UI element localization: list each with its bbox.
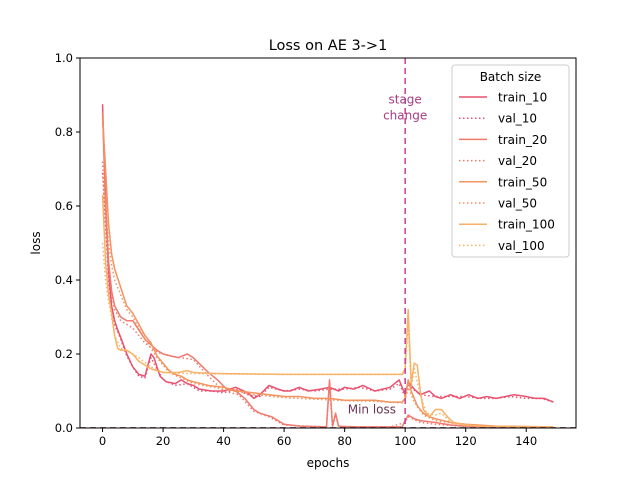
x-axis-label: epochs <box>307 456 350 470</box>
series-line-val-20 <box>101 161 554 428</box>
y-tick-label: 0.4 <box>55 273 73 287</box>
y-tick-label: 1.0 <box>55 51 73 65</box>
y-tick-label: 0.8 <box>55 125 73 139</box>
x-tick-label: 80 <box>337 434 352 448</box>
y-axis-ticks: 0.0 0.2 0.4 0.6 0.8 1.0 <box>55 51 80 435</box>
plot-frame <box>79 57 577 429</box>
x-tick-label: 40 <box>216 434 231 448</box>
x-tick-label: 120 <box>455 434 477 448</box>
legend-label: train_50 <box>498 175 547 189</box>
legend-label: val_100 <box>498 239 545 253</box>
x-tick-label: 60 <box>277 434 292 448</box>
legend-label: train_10 <box>498 91 547 105</box>
legend-title: Batch size <box>480 70 542 84</box>
legend-label: train_100 <box>498 218 555 232</box>
series-layer <box>101 104 554 428</box>
series-line-val-100 <box>101 242 554 428</box>
series-line-train-20 <box>101 111 554 428</box>
legend-label: train_20 <box>498 133 547 147</box>
x-tick-label: 0 <box>99 434 106 448</box>
series-line-val-50 <box>101 176 554 428</box>
legend-label: val_10 <box>498 112 537 126</box>
x-axis-ticks: 0 20 40 60 80 100 120 140 <box>99 428 537 448</box>
annotations: stage change Min loss <box>348 93 428 417</box>
y-axis-label: loss <box>29 231 43 254</box>
min-loss-label: Min loss <box>348 403 396 417</box>
series-line-train-50 <box>101 117 554 428</box>
y-tick-label: 0.0 <box>55 421 73 435</box>
legend: Batch size train_10 val_10 train_20 val_20t… <box>451 64 570 258</box>
stage-change-label: change <box>383 109 427 123</box>
series-line-train-100 <box>101 194 554 428</box>
legend-label: val_50 <box>498 197 537 211</box>
legend-label: val_20 <box>498 154 537 168</box>
legend-box <box>451 64 570 258</box>
y-tick-label: 0.6 <box>55 199 73 213</box>
x-tick-label: 20 <box>156 434 171 448</box>
stage-change-label: stage <box>389 93 422 107</box>
x-tick-label: 100 <box>394 434 416 448</box>
y-tick-label: 0.2 <box>55 347 73 361</box>
x-tick-label: 140 <box>515 434 537 448</box>
chart-title: Loss on AE 3->1 <box>269 38 388 54</box>
